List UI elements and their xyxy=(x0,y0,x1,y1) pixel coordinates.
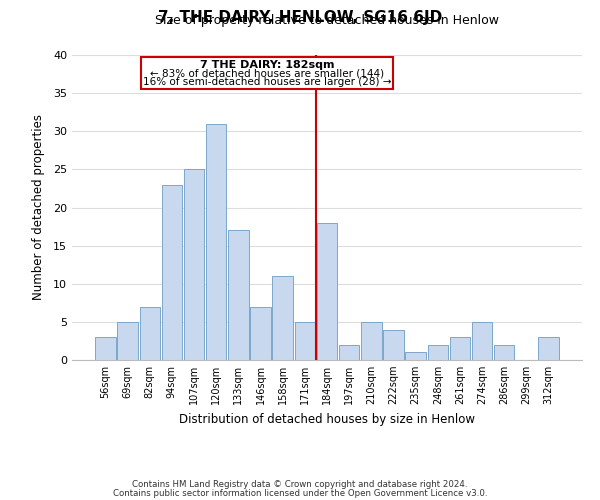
Bar xyxy=(184,170,204,360)
Bar xyxy=(406,352,426,360)
Bar xyxy=(118,322,138,360)
Bar xyxy=(161,184,182,360)
Bar xyxy=(472,322,493,360)
Bar xyxy=(250,306,271,360)
Text: 16% of semi-detached houses are larger (28) →: 16% of semi-detached houses are larger (… xyxy=(143,76,391,86)
Title: Size of property relative to detached houses in Henlow: Size of property relative to detached ho… xyxy=(155,14,499,28)
Bar xyxy=(450,337,470,360)
Bar xyxy=(272,276,293,360)
Bar xyxy=(140,306,160,360)
FancyBboxPatch shape xyxy=(141,56,394,88)
Bar xyxy=(538,337,559,360)
Bar xyxy=(494,345,514,360)
Text: 7, THE DAIRY, HENLOW, SG16 6JD: 7, THE DAIRY, HENLOW, SG16 6JD xyxy=(158,10,442,25)
Bar xyxy=(428,345,448,360)
Text: Contains HM Land Registry data © Crown copyright and database right 2024.: Contains HM Land Registry data © Crown c… xyxy=(132,480,468,489)
Text: ← 83% of detached houses are smaller (144): ← 83% of detached houses are smaller (14… xyxy=(150,68,384,78)
Bar xyxy=(228,230,248,360)
Bar xyxy=(383,330,404,360)
Text: 7 THE DAIRY: 182sqm: 7 THE DAIRY: 182sqm xyxy=(200,60,334,70)
Text: Contains public sector information licensed under the Open Government Licence v3: Contains public sector information licen… xyxy=(113,488,487,498)
X-axis label: Distribution of detached houses by size in Henlow: Distribution of detached houses by size … xyxy=(179,412,475,426)
Bar xyxy=(339,345,359,360)
Bar xyxy=(295,322,315,360)
Bar xyxy=(317,223,337,360)
Bar xyxy=(95,337,116,360)
Y-axis label: Number of detached properties: Number of detached properties xyxy=(32,114,44,300)
Bar xyxy=(206,124,226,360)
Bar xyxy=(361,322,382,360)
